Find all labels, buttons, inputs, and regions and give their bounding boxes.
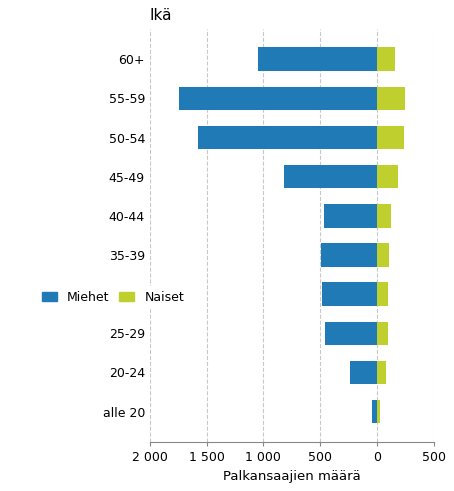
Bar bbox=[179, 86, 377, 110]
Bar bbox=[197, 126, 377, 149]
Bar bbox=[377, 282, 388, 306]
Bar bbox=[377, 86, 405, 110]
Bar bbox=[372, 400, 377, 423]
Bar bbox=[321, 243, 377, 267]
Bar bbox=[325, 322, 377, 345]
Bar bbox=[284, 165, 377, 189]
Bar bbox=[377, 165, 398, 189]
X-axis label: Palkansaajien määrä: Palkansaajien määrä bbox=[223, 470, 360, 483]
Bar bbox=[377, 126, 404, 149]
Bar bbox=[377, 243, 390, 267]
Bar bbox=[377, 48, 395, 71]
Bar bbox=[377, 322, 388, 345]
Bar bbox=[377, 361, 386, 384]
Bar bbox=[258, 48, 377, 71]
Bar bbox=[377, 204, 390, 227]
Bar bbox=[350, 361, 377, 384]
Bar bbox=[324, 204, 377, 227]
Legend: Miehet, Naiset: Miehet, Naiset bbox=[37, 286, 189, 309]
Bar bbox=[322, 282, 377, 306]
Bar bbox=[377, 400, 380, 423]
Text: Ikä: Ikä bbox=[150, 8, 173, 24]
